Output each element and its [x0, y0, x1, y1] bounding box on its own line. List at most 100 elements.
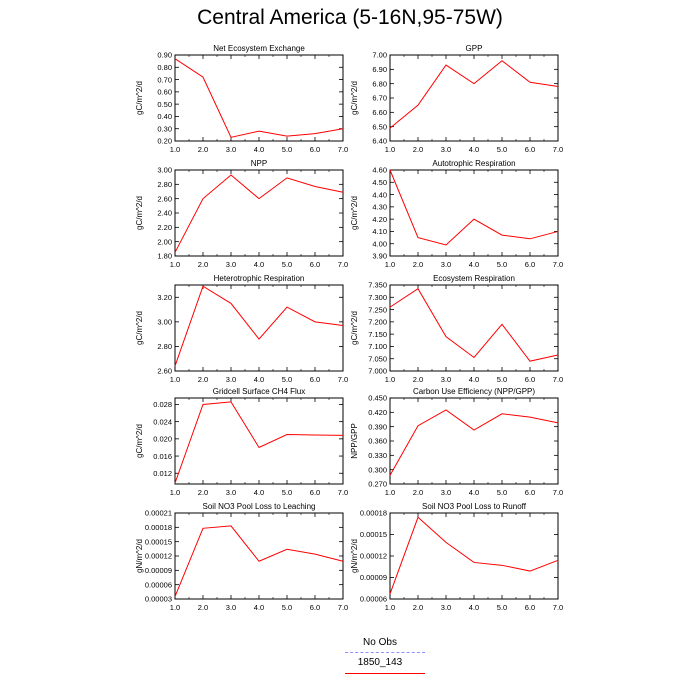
y-tick-label: 4.00 — [372, 239, 387, 248]
y-tick-label: 0.00009 — [360, 573, 387, 582]
figure-title: Central America (5-16N,95-75W) — [197, 6, 503, 29]
x-tick-label: 7.0 — [553, 145, 563, 154]
y-tick-label: 2.40 — [157, 209, 172, 218]
x-tick-label: 7.0 — [553, 488, 563, 497]
y-tick-label: 0.00018 — [360, 509, 387, 518]
y-axis-label: gC/m^2/d — [350, 81, 359, 115]
y-tick-label: 3.90 — [372, 252, 387, 261]
x-tick-label: 7.0 — [553, 603, 563, 612]
plot-frame — [174, 512, 344, 600]
chart-title: GPP — [466, 44, 483, 53]
x-tick-label: 2.0 — [198, 603, 208, 612]
x-tick-label: 2.0 — [198, 260, 208, 269]
y-tick-label: 0.00021 — [145, 509, 172, 518]
x-tick-label: 4.0 — [469, 145, 479, 154]
x-tick-label: 4.0 — [469, 260, 479, 269]
chart-panel-10: Soil NO3 Pool Loss to Runoff gN/m^2/d 1.0 2… — [350, 502, 563, 612]
chart-panel-2: GPP gC/m^2/d 1.0 2.0 3.0 4.0 5.0 6.0 7.0 6.40 6.50… — [350, 44, 563, 154]
y-tick-label: 7.00 — [372, 51, 387, 60]
y-tick-label: 4.10 — [372, 227, 387, 236]
y-tick-label: 0.70 — [157, 75, 172, 84]
series-line — [174, 401, 344, 484]
x-tick-label: 4.0 — [469, 603, 479, 612]
x-tick-label: 6.0 — [525, 488, 535, 497]
x-tick-label: 4.0 — [254, 603, 264, 612]
y-tick-label: 3.20 — [157, 293, 172, 302]
x-tick-label: 5.0 — [282, 603, 292, 612]
y-tick-label: 7.250 — [368, 305, 387, 314]
x-tick-label: 2.0 — [413, 488, 423, 497]
y-tick-label: 0.00003 — [145, 595, 172, 604]
y-tick-label: 0.016 — [153, 452, 172, 461]
y-tick-label: 0.300 — [368, 465, 387, 474]
y-tick-label: 2.80 — [157, 342, 172, 351]
y-tick-label: 1.80 — [157, 252, 172, 261]
y-axis-label: gC/m^2/d — [135, 424, 144, 458]
x-tick-label: 7.0 — [338, 488, 348, 497]
y-tick-label: 7.000 — [368, 367, 387, 376]
y-tick-label: 4.20 — [372, 215, 387, 224]
x-tick-label: 1.0 — [385, 488, 395, 497]
chart-title: Soil NO3 Pool Loss to Runoff — [422, 502, 527, 511]
x-tick-label: 2.0 — [413, 145, 423, 154]
y-axis-label: gC/m^2/d — [135, 81, 144, 115]
x-tick-label: 7.0 — [338, 603, 348, 612]
x-tick-label: 7.0 — [338, 260, 348, 269]
y-tick-label: 0.00012 — [360, 552, 387, 561]
legend-label-run: 1850_143 — [357, 657, 403, 668]
x-tick-label: 2.0 — [198, 488, 208, 497]
series-line — [174, 58, 344, 138]
legend-label-no-obs: No Obs — [363, 637, 397, 648]
x-tick-label: 4.0 — [254, 145, 264, 154]
y-tick-label: 0.028 — [153, 400, 172, 409]
chart-title: Soil NO3 Pool Loss to Leaching — [203, 502, 316, 511]
series-line — [174, 174, 344, 253]
series-line — [389, 516, 559, 595]
chart-title: NPP — [251, 159, 267, 168]
x-tick-label: 3.0 — [226, 260, 236, 269]
chart-title: Carbon Use Efficiency (NPP/GPP) — [413, 387, 535, 396]
y-tick-label: 0.20 — [157, 137, 172, 146]
x-tick-label: 1.0 — [385, 260, 395, 269]
chart-panel-9: Soil NO3 Pool Loss to Leaching gN/m^2/d 1.… — [135, 502, 348, 612]
x-tick-label: 4.0 — [469, 488, 479, 497]
y-tick-label: 0.020 — [153, 435, 172, 444]
x-tick-label: 7.0 — [338, 145, 348, 154]
y-tick-label: 2.60 — [157, 194, 172, 203]
y-tick-label: 2.20 — [157, 223, 172, 232]
y-tick-label: 6.90 — [372, 65, 387, 74]
y-tick-label: 7.150 — [368, 330, 387, 339]
chart-panel-7: Gridcell Surface CH4 Flux gC/m^2/d 1.0 2.0 3… — [135, 387, 348, 497]
y-tick-label: 0.360 — [368, 437, 387, 446]
plot-frame — [389, 397, 559, 485]
y-axis-label: gC/m^2/d — [350, 311, 359, 345]
x-tick-label: 3.0 — [441, 375, 451, 384]
x-tick-label: 5.0 — [282, 145, 292, 154]
y-tick-label: 6.40 — [372, 137, 387, 146]
y-tick-label: 7.100 — [368, 342, 387, 351]
chart-panel-8: Carbon Use Efficiency (NPP/GPP) NPP/GPP 1.… — [350, 387, 563, 497]
y-tick-label: 0.450 — [368, 394, 387, 403]
y-tick-label: 0.30 — [157, 124, 172, 133]
x-tick-label: 6.0 — [525, 260, 535, 269]
x-tick-label: 6.0 — [525, 375, 535, 384]
series-line — [389, 169, 559, 246]
legend-line-no-obs — [345, 652, 425, 653]
y-tick-label: 7.350 — [368, 281, 387, 290]
y-axis-label: gC/m^2/d — [135, 311, 144, 345]
chart-panel-6: Ecosystem Respiration gC/m^2/d 1.0 2.0 3.0 4.… — [350, 274, 563, 384]
y-tick-label: 0.024 — [153, 417, 172, 426]
chart-title: Heterotrophic Respiration — [214, 274, 305, 283]
chart-title: Net Ecosystem Exchange — [213, 44, 305, 53]
x-tick-label: 5.0 — [497, 375, 507, 384]
x-tick-label: 3.0 — [441, 260, 451, 269]
x-tick-label: 5.0 — [497, 260, 507, 269]
y-tick-label: 2.80 — [157, 180, 172, 189]
x-tick-label: 5.0 — [282, 260, 292, 269]
legend-line-run — [345, 673, 425, 674]
x-tick-label: 2.0 — [413, 260, 423, 269]
y-tick-label: 0.00009 — [145, 566, 172, 575]
y-tick-label: 0.00015 — [360, 530, 387, 539]
y-tick-label: 0.00012 — [145, 552, 172, 561]
